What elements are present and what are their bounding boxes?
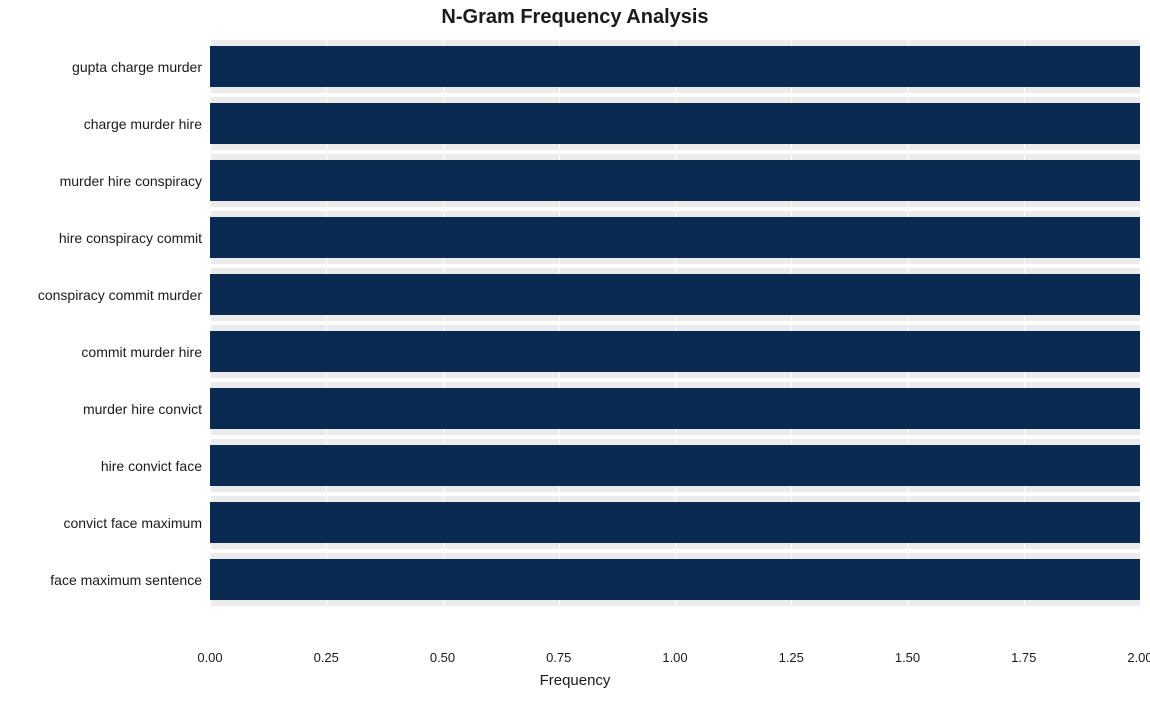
y-tick-label: charge murder hire <box>2 116 202 132</box>
bar <box>210 103 1140 145</box>
bar <box>210 46 1140 88</box>
x-tick-label: 1.50 <box>895 650 920 665</box>
bar <box>210 160 1140 202</box>
chart-title: N-Gram Frequency Analysis <box>0 6 1150 29</box>
x-tick-label: 0.25 <box>314 650 339 665</box>
bar <box>210 217 1140 259</box>
y-tick-label: face maximum sentence <box>2 572 202 588</box>
bar <box>210 388 1140 430</box>
x-tick-label: 0.00 <box>197 650 222 665</box>
y-tick-label: murder hire convict <box>2 401 202 417</box>
y-tick-label: commit murder hire <box>2 344 202 360</box>
x-gridline <box>1140 36 1141 642</box>
x-tick-label: 1.00 <box>662 650 687 665</box>
x-tick-label: 0.75 <box>546 650 571 665</box>
bar <box>210 274 1140 316</box>
x-tick-label: 1.25 <box>779 650 804 665</box>
x-tick-label: 1.75 <box>1011 650 1036 665</box>
bar <box>210 502 1140 544</box>
y-tick-label: murder hire conspiracy <box>2 173 202 189</box>
bar <box>210 331 1140 373</box>
ngram-chart: N-Gram Frequency Analysis Frequency 0.00… <box>0 0 1150 701</box>
x-tick-label: 0.50 <box>430 650 455 665</box>
x-tick-label: 2.00 <box>1127 650 1150 665</box>
y-tick-label: hire convict face <box>2 458 202 474</box>
y-tick-label: gupta charge murder <box>2 59 202 75</box>
y-tick-label: hire conspiracy commit <box>2 230 202 246</box>
y-tick-label: conspiracy commit murder <box>2 287 202 303</box>
bar <box>210 445 1140 487</box>
y-tick-label: convict face maximum <box>2 515 202 531</box>
bar <box>210 559 1140 601</box>
x-axis-title: Frequency <box>0 672 1150 689</box>
plot-area <box>210 36 1140 642</box>
